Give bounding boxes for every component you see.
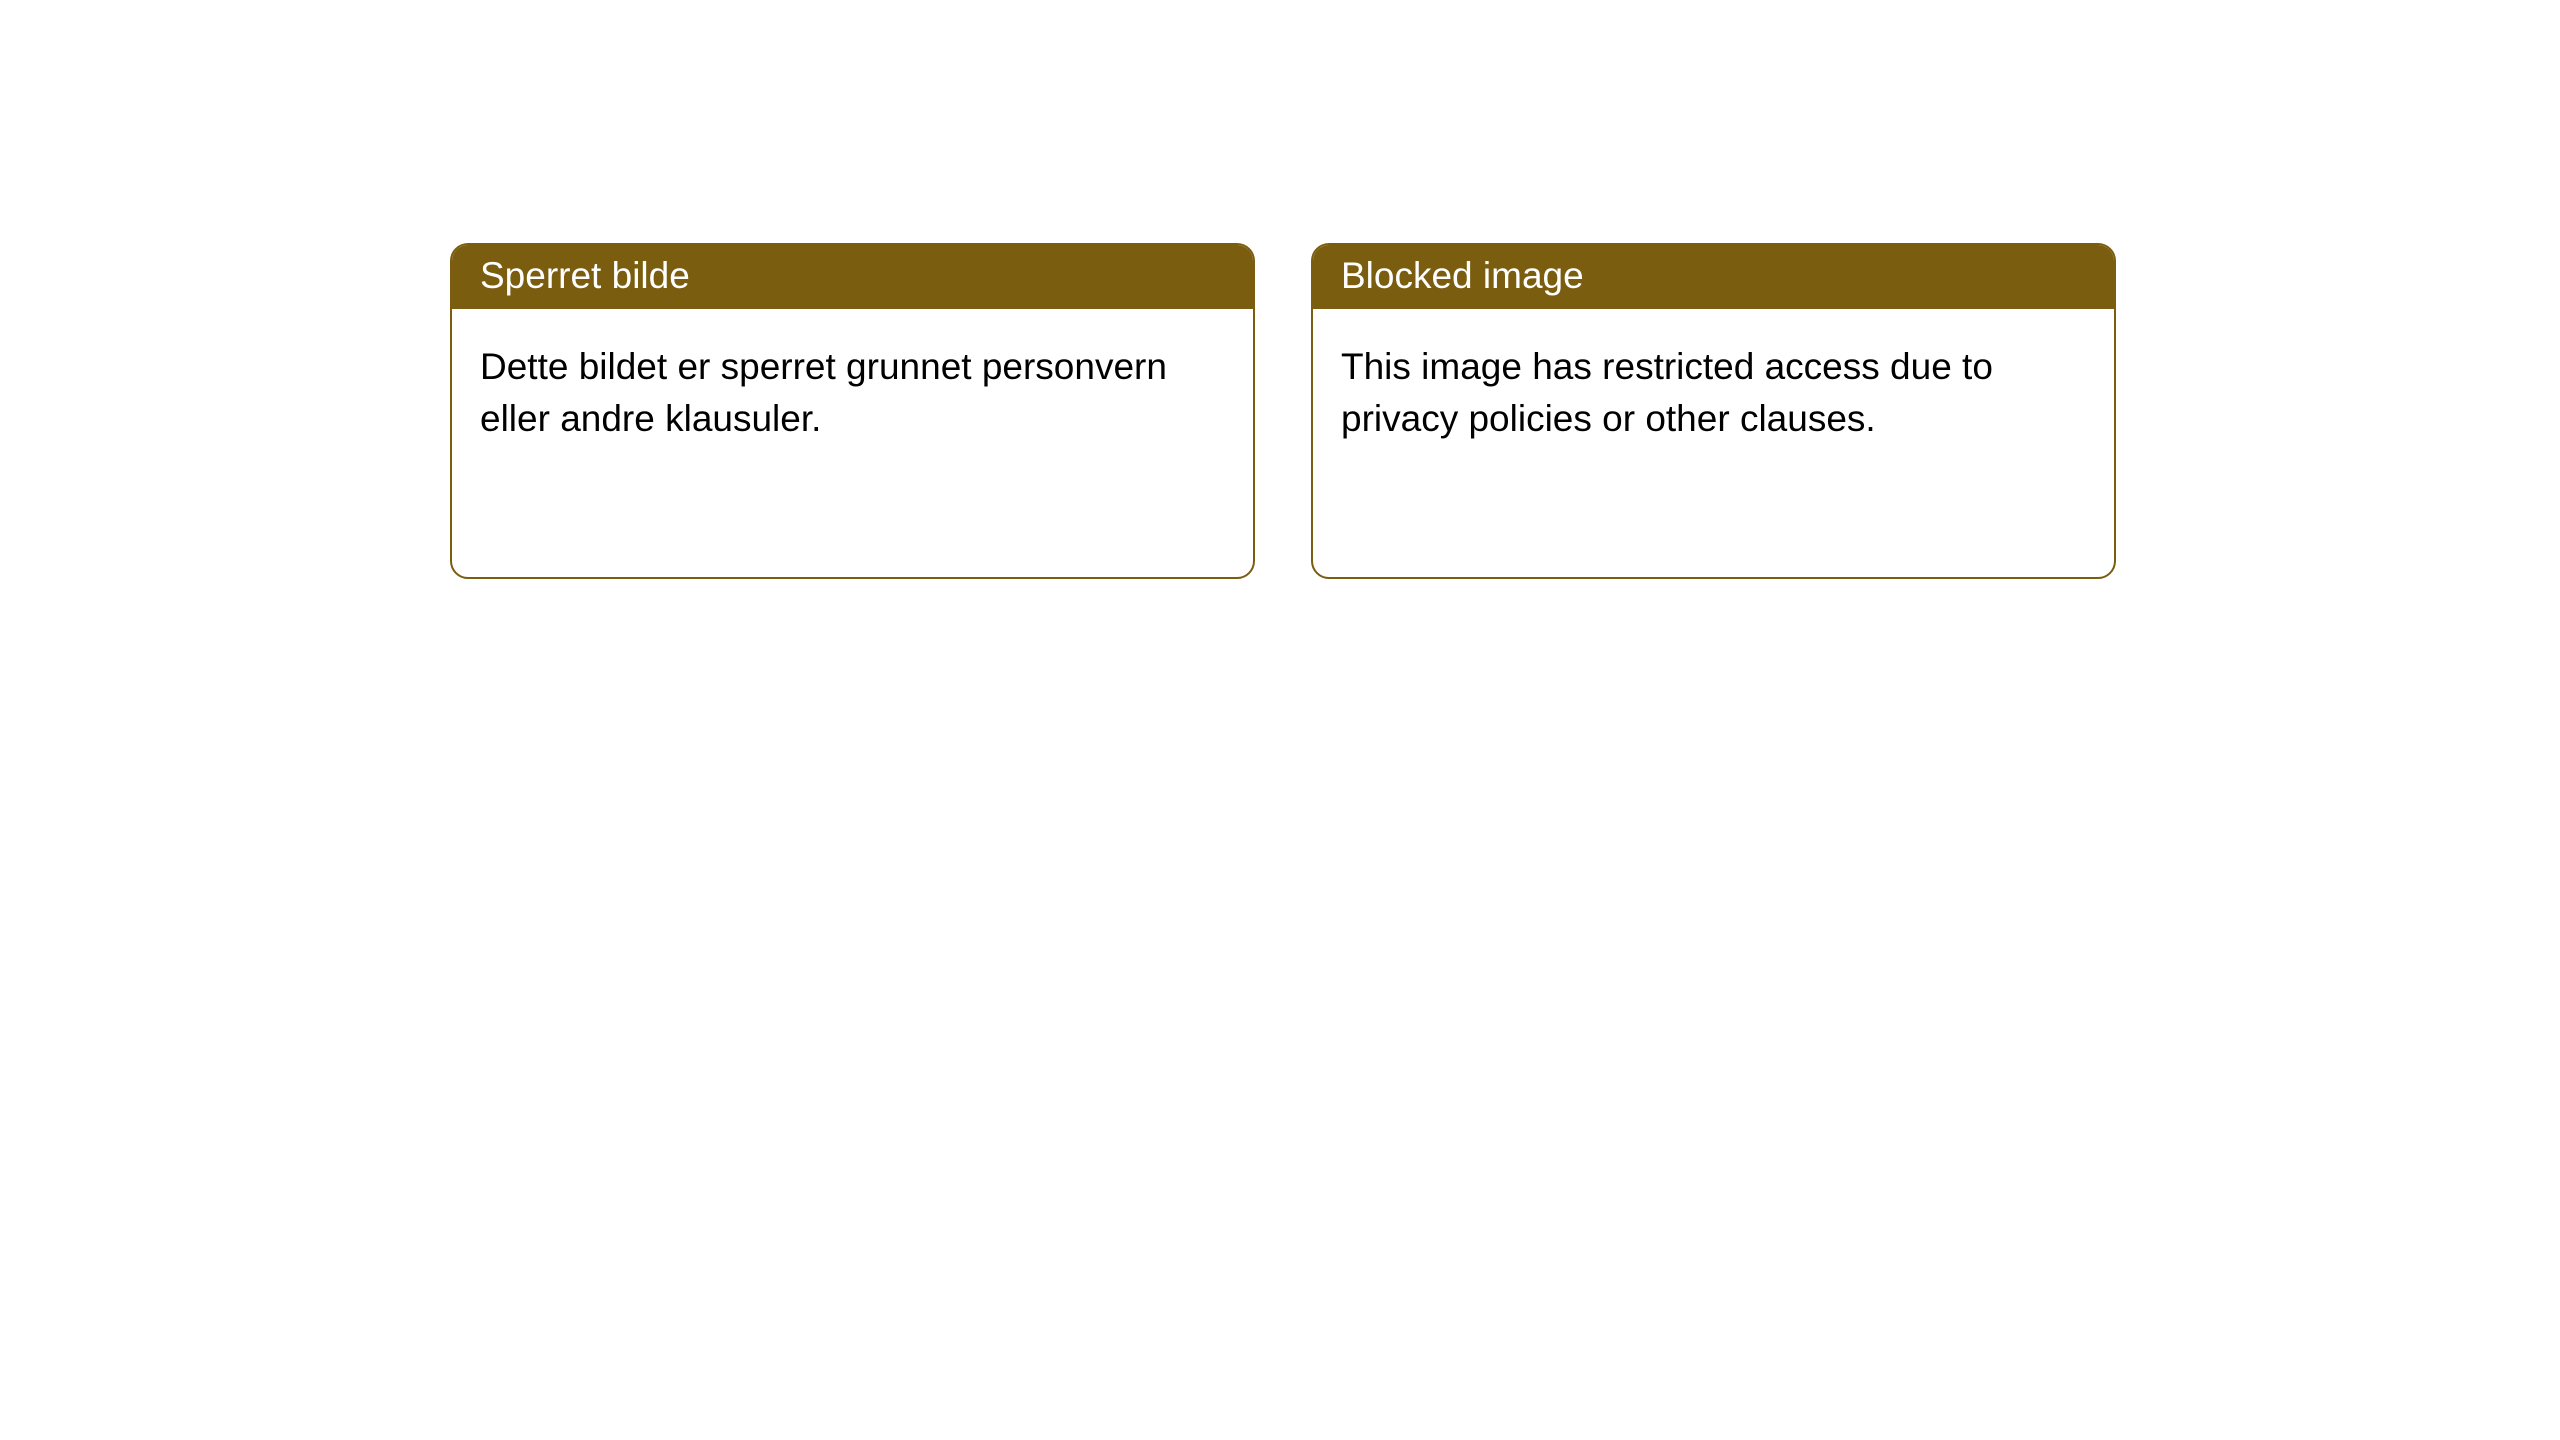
card-message: This image has restricted access due to …: [1341, 346, 1993, 439]
blocked-image-card-english: Blocked image This image has restricted …: [1311, 243, 2116, 579]
card-body-norwegian: Dette bildet er sperret grunnet personve…: [452, 309, 1253, 477]
card-header-english: Blocked image: [1313, 245, 2114, 309]
card-body-english: This image has restricted access due to …: [1313, 309, 2114, 477]
card-message: Dette bildet er sperret grunnet personve…: [480, 346, 1167, 439]
card-header-norwegian: Sperret bilde: [452, 245, 1253, 309]
blocked-image-cards-container: Sperret bilde Dette bildet er sperret gr…: [450, 243, 2116, 579]
card-title: Blocked image: [1341, 255, 1584, 296]
blocked-image-card-norwegian: Sperret bilde Dette bildet er sperret gr…: [450, 243, 1255, 579]
card-title: Sperret bilde: [480, 255, 690, 296]
